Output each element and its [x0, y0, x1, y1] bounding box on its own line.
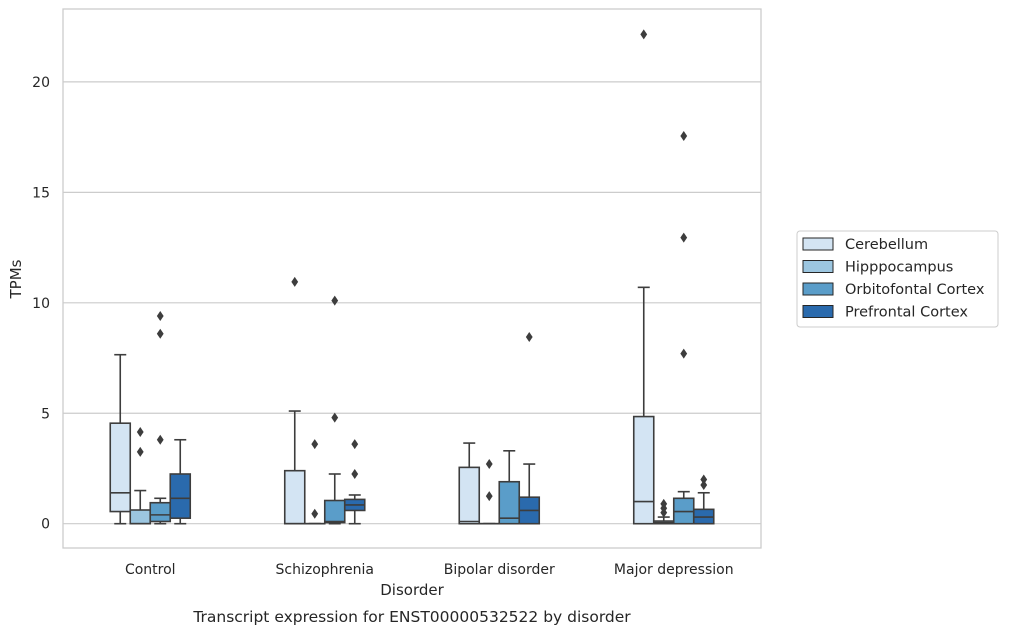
outlier-point — [331, 295, 339, 306]
legend-label: Cerebellum — [845, 237, 928, 253]
box — [458, 442, 481, 525]
box-series-group — [109, 29, 715, 525]
y-tick-label: 20 — [32, 75, 50, 91]
box-iqr — [169, 473, 192, 519]
box — [672, 131, 695, 525]
box — [498, 450, 521, 525]
box — [109, 353, 132, 525]
box-iqr — [129, 509, 152, 525]
series-prefrontal-cortex — [169, 332, 715, 525]
outlier-point — [291, 276, 299, 287]
legend-item: Hipppocampus — [802, 260, 953, 276]
legend-swatch — [802, 260, 834, 273]
outlier-point — [700, 474, 708, 485]
legend-items: Cerebellum Hipppocampus Orbitofontal Corte… — [802, 237, 985, 321]
box — [129, 427, 152, 525]
box — [518, 332, 541, 525]
x-tick-label: Schizophrenia — [276, 562, 374, 578]
outlier-point — [525, 332, 533, 343]
box — [149, 311, 172, 525]
box-iqr — [283, 469, 306, 525]
x-tick-label: Major depression — [614, 562, 734, 578]
box — [303, 439, 326, 525]
legend-item: Prefrontal Cortex — [802, 305, 968, 321]
legend-label: Hipppocampus — [845, 260, 953, 276]
box — [692, 474, 715, 525]
box — [632, 29, 655, 525]
legend-swatch — [802, 237, 834, 251]
series-cerebellum — [109, 29, 655, 525]
box — [283, 276, 306, 525]
legend-label: Orbitofontal Cortex — [845, 282, 985, 298]
y-tick-label: 15 — [32, 185, 50, 201]
outlier-point — [311, 508, 319, 519]
box — [343, 439, 366, 525]
outlier-point — [156, 328, 164, 339]
y-tick-labels: 0 5 10 15 20 — [32, 75, 50, 533]
outlier-point — [136, 427, 144, 438]
plot-background — [63, 9, 761, 548]
outlier-point — [680, 348, 688, 359]
outlier-point — [680, 131, 688, 142]
outlier-point — [156, 311, 164, 322]
outlier-point — [156, 434, 164, 445]
plot-frame — [62, 8, 762, 549]
outlier-point — [680, 232, 688, 243]
outlier-point — [351, 468, 359, 479]
box-iqr — [458, 466, 481, 525]
legend-label: Prefrontal Cortex — [845, 305, 968, 321]
x-tick-label: Bipolar disorder — [444, 562, 555, 578]
x-axis-title: Disorder — [380, 581, 444, 599]
y-axis-title: TPMs — [7, 259, 25, 299]
box-iqr — [149, 501, 172, 523]
legend-item: Orbitofontal Cortex — [802, 282, 985, 298]
box-iqr — [323, 499, 346, 524]
legend-swatch — [802, 305, 834, 318]
outlier-point — [331, 412, 339, 423]
y-tick-label: 5 — [41, 406, 50, 422]
legend-swatch — [802, 282, 834, 296]
legend: Cerebellum Hipppocampus Orbitofontal Corte… — [796, 230, 999, 328]
box-iqr — [109, 422, 132, 513]
outlier-point — [351, 439, 359, 450]
outlier-point — [700, 480, 708, 491]
outlier-point — [640, 29, 648, 40]
outlier-point — [485, 459, 493, 470]
x-tick-label: Control — [125, 562, 176, 578]
figure-caption: Transcript expression for ENST0000053252… — [192, 608, 631, 626]
y-tick-label: 10 — [32, 296, 50, 312]
x-tick-labels: Control Schizophrenia Bipolar disorder Majo… — [125, 562, 734, 578]
outlier-point — [660, 498, 668, 509]
legend-frame — [796, 230, 999, 328]
series-orbitofontal-cortex — [149, 131, 695, 525]
box — [169, 438, 192, 525]
outlier-point — [485, 491, 493, 502]
legend-item: Cerebellum — [802, 237, 928, 253]
outlier-point — [311, 439, 319, 450]
box-iqr — [632, 415, 655, 525]
box — [323, 295, 346, 525]
y-tick-label: 0 — [41, 517, 50, 533]
outlier-point — [136, 446, 144, 457]
